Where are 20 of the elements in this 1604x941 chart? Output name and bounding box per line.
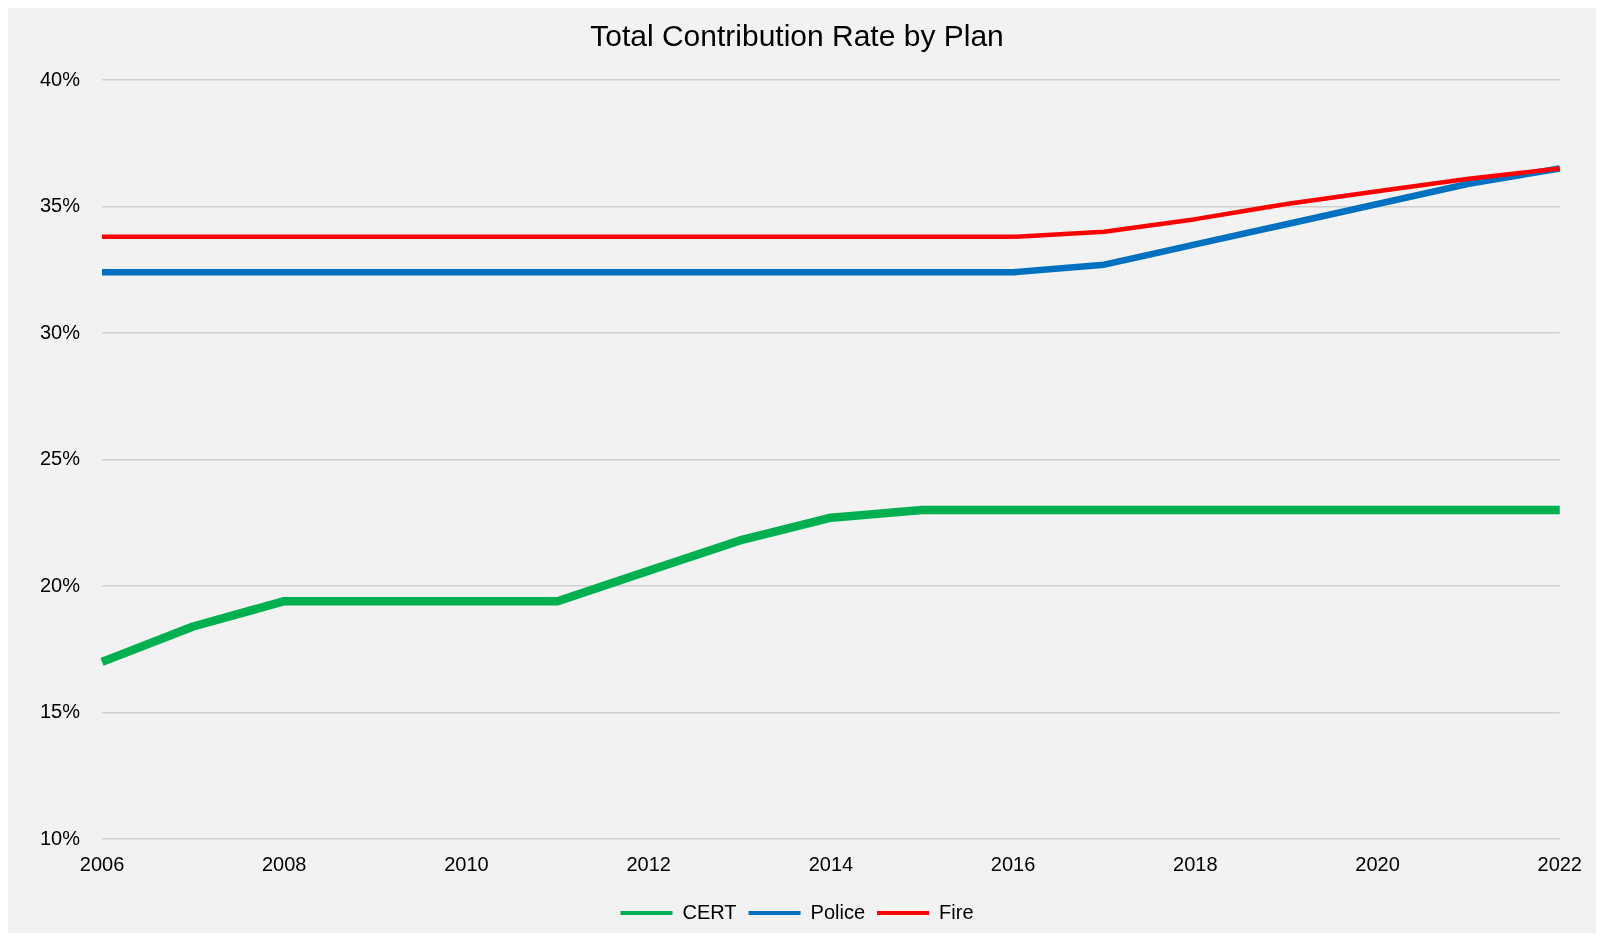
legend-label: CERT — [682, 900, 737, 923]
x-tick-label: 2006 — [79, 852, 125, 875]
chart-title: Total Contribution Rate by Plan — [590, 19, 1004, 53]
x-tick-label: 2012 — [626, 852, 671, 875]
x-tick-label: 2018 — [1173, 852, 1218, 875]
y-tick-label: 15% — [40, 700, 81, 723]
x-tick-label: 2010 — [444, 852, 489, 875]
y-tick-label: 20% — [40, 573, 81, 596]
x-tick-label: 2014 — [808, 852, 854, 875]
y-tick-label: 40% — [40, 67, 81, 90]
y-tick-label: 30% — [40, 320, 81, 343]
y-tick-label: 25% — [40, 447, 81, 470]
x-tick-label: 2008 — [261, 852, 307, 875]
x-tick-label: 2020 — [1355, 852, 1400, 875]
y-tick-label: 35% — [40, 194, 81, 217]
x-tick-label: 2022 — [1537, 852, 1582, 875]
x-tick-label: 2016 — [990, 852, 1036, 875]
legend-label: Police — [810, 900, 866, 923]
y-tick-label: 10% — [40, 826, 81, 849]
legend-label: Fire — [939, 900, 974, 923]
